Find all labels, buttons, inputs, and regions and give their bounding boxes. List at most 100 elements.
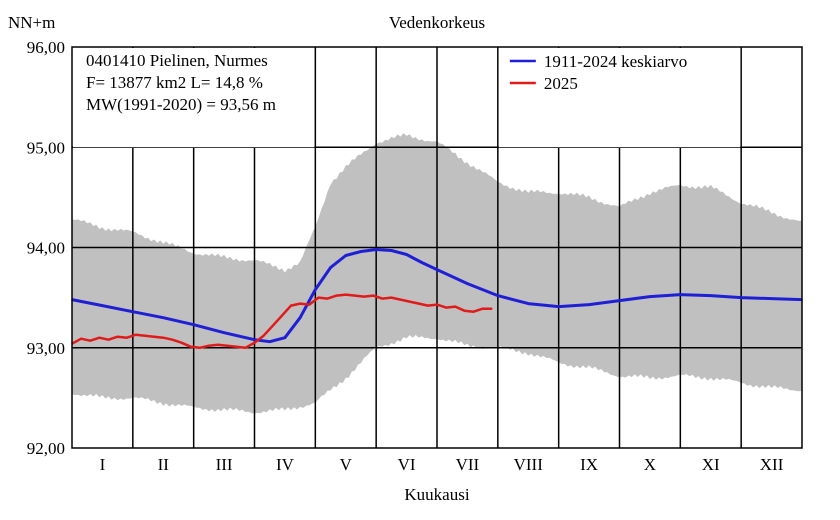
series-1-point-29 (335, 294, 338, 297)
series-0-point-5 (223, 331, 225, 334)
series-1-point-9 (153, 335, 155, 338)
series-1-point-19 (244, 346, 247, 349)
series-1-point-35 (390, 296, 393, 299)
series-0-point-4 (192, 323, 195, 326)
x-tick-label-6: VII (456, 455, 480, 474)
grid-layer (72, 47, 802, 448)
info-text-layer: 0401410 Pielinen, Nurmes F= 13877 km2 L= … (86, 51, 276, 114)
series-1-point-15 (208, 344, 210, 347)
series-0-point-9 (299, 316, 301, 319)
series-1-point-13 (189, 345, 192, 348)
series-1-point-11 (171, 338, 174, 341)
chart-title: Vedenkorkeus (389, 13, 485, 32)
x-tick-label-0: I (100, 455, 106, 474)
series-1-point-27 (317, 296, 320, 299)
series-1-point-17 (226, 344, 228, 347)
series-1-point-2 (89, 339, 92, 342)
x-tick-label-2: III (216, 455, 233, 474)
x-tick-label-10: XI (702, 455, 720, 474)
series-1-point-39 (427, 304, 429, 307)
y-tick-label-2: 94,00 (27, 239, 65, 258)
x-tick-label-3: IV (276, 455, 295, 474)
info-line-1: F= 13877 km2 L= 14,8 % (86, 73, 263, 92)
series-1-point-36 (399, 298, 402, 301)
series-0-point-1 (101, 304, 104, 307)
series-0-point-28 (740, 296, 742, 299)
series-1-point-10 (162, 336, 165, 339)
series-0-point-10 (314, 288, 317, 291)
series-1-point-41 (445, 306, 447, 309)
series-0-point-7 (268, 340, 271, 343)
series-1-point-34 (381, 297, 384, 300)
series-0-point-19 (466, 282, 469, 285)
series-layer (71, 248, 803, 350)
info-line-2: MW(1991-2020) = 93,56 m (86, 95, 276, 114)
x-axis-label: Kuukausi (404, 485, 469, 504)
series-0-point-27 (709, 294, 712, 297)
series-0-point-21 (527, 302, 530, 305)
series-1-point-31 (354, 294, 356, 297)
x-tick-label-11: XII (760, 455, 784, 474)
series-1-point-44 (472, 310, 475, 313)
x-tick-label-5: VI (398, 455, 416, 474)
series-0-point-11 (329, 266, 332, 269)
series-1-point-32 (363, 295, 365, 298)
y-tick-label-3: 95,00 (27, 138, 65, 157)
series-1-point-42 (454, 305, 457, 308)
info-line-0: 0401410 Pielinen, Nurmes (86, 51, 268, 70)
series-0-point-8 (284, 336, 286, 339)
series-1-point-33 (372, 294, 374, 297)
series-1-point-37 (408, 300, 411, 303)
series-1-point-1 (80, 337, 82, 340)
legend: 1911-2024 keskiarvo 2025 (509, 52, 687, 93)
series-1-point-46 (490, 307, 493, 310)
series-1-point-22 (271, 324, 274, 327)
series-0-point-24 (618, 299, 621, 302)
x-tick-label-7: VIII (514, 455, 544, 474)
series-0-point-3 (162, 316, 165, 319)
legend-box (498, 48, 741, 148)
y-tick-label-0: 92,00 (27, 439, 65, 458)
series-1-point-25 (299, 302, 301, 305)
series-0-point-25 (649, 295, 651, 298)
y-tick-label-1: 93,00 (27, 339, 65, 358)
y-tick-label-4: 96,00 (27, 38, 65, 57)
x-tick-label-9: X (644, 455, 656, 474)
series-1-point-8 (144, 334, 146, 337)
series-1-point-7 (135, 333, 137, 336)
series-0-point-14 (375, 248, 377, 251)
series-1-point-18 (235, 345, 238, 348)
series-0-point-13 (360, 250, 362, 253)
series-1-point-16 (217, 343, 219, 346)
y-axis-label: NN+m (8, 13, 55, 32)
series-1-point-45 (481, 307, 484, 310)
series-1-point-12 (180, 341, 183, 344)
x-tick-label-4: V (340, 455, 353, 474)
legend-label-1: 2025 (544, 74, 578, 93)
series-1-point-6 (125, 336, 128, 339)
series-1-point-38 (417, 302, 420, 305)
series-1-point-14 (198, 346, 201, 349)
series-0-point-12 (344, 254, 347, 257)
series-1-point-40 (436, 303, 438, 306)
series-0-point-16 (405, 253, 408, 256)
series-0-point-6 (253, 338, 256, 341)
series-1-point-26 (308, 303, 311, 306)
info-box (73, 48, 315, 148)
series-0-point-17 (420, 261, 423, 264)
series-1-point-28 (326, 297, 329, 300)
legend-label-0: 1911-2024 keskiarvo (544, 52, 687, 71)
series-1-point-30 (344, 293, 347, 296)
series-0-point-2 (132, 310, 134, 313)
series-0-point-20 (497, 294, 499, 297)
series-1-point-21 (262, 334, 265, 337)
series-1-point-20 (253, 341, 256, 344)
series-0-point-22 (557, 305, 560, 308)
x-tick-label-1: II (158, 455, 170, 474)
series-0-point-23 (588, 303, 590, 306)
series-1-point-3 (98, 336, 101, 339)
x-tick-label-8: IX (580, 455, 598, 474)
plot-frame (71, 46, 803, 449)
